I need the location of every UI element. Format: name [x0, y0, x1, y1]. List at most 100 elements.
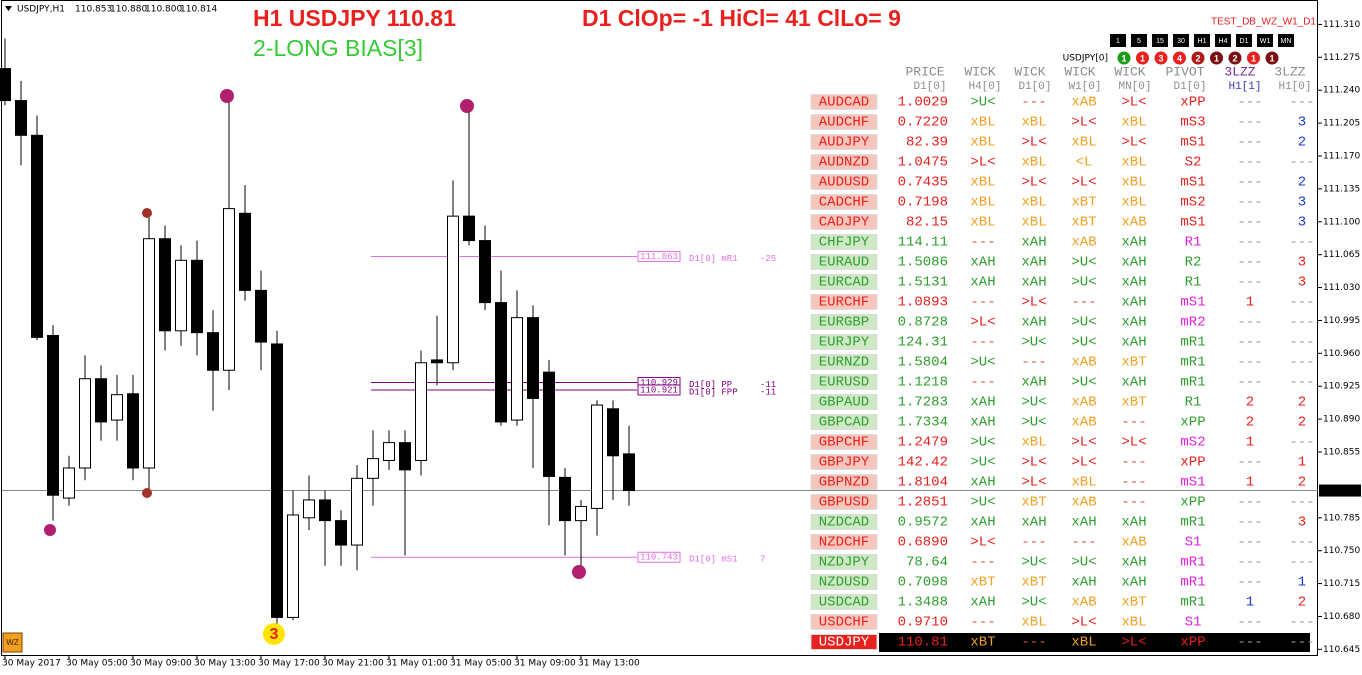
symbol-cell: [810, 374, 878, 390]
signal: ---: [1237, 455, 1262, 471]
ohlc-close: 110.814: [180, 5, 217, 15]
price: 0.6890: [898, 535, 948, 551]
price: 1.0893: [898, 295, 948, 311]
timeframe-button[interactable]: [1257, 34, 1273, 47]
y-tick-label: 111.275: [1323, 53, 1360, 63]
candle-body: [447, 215, 459, 364]
symbol: NZDUSD: [819, 575, 869, 591]
timeframe-label: D1: [1240, 38, 1249, 45]
symbol-cell: [810, 214, 878, 230]
signal: xPP: [1180, 415, 1205, 431]
signal: mR2: [1180, 315, 1205, 331]
signal: xBL: [1121, 115, 1146, 131]
signal: xBT: [1071, 195, 1096, 211]
symbol-cell: [810, 554, 878, 570]
price: 1.2479: [898, 435, 948, 451]
status-dot: [1154, 51, 1168, 65]
timeframe-button[interactable]: [1278, 34, 1294, 47]
y-tick-label: 110.750: [1323, 546, 1360, 556]
status-value: 1: [1214, 53, 1219, 63]
level-note: -11: [760, 380, 776, 390]
signal: xAB: [1071, 495, 1096, 511]
dropdown-icon[interactable]: [5, 6, 12, 11]
signal: mS3: [1180, 115, 1205, 131]
symbol: EURAUD: [819, 255, 869, 271]
zigzag-point: [572, 565, 586, 579]
status-value: 2: [1195, 53, 1200, 63]
status-value: 3: [1158, 53, 1163, 63]
level-label: 110.921: [640, 385, 678, 395]
candle-body: [479, 240, 491, 304]
signal: S1: [1185, 535, 1202, 551]
timeframe-button[interactable]: [1236, 34, 1252, 47]
bias: 2-LONG BIAS[3]: [253, 35, 423, 61]
signal: xBL: [1071, 475, 1096, 491]
y-tick-label: 111.205: [1323, 119, 1360, 129]
y-tick-label: 111.240: [1323, 86, 1360, 96]
symbol: NZDJPY: [819, 555, 870, 571]
symbol: GBPCHF: [819, 435, 869, 451]
candle-body: [239, 212, 251, 291]
symbol-cell: [810, 294, 878, 310]
price: 0.9710: [898, 615, 948, 631]
signal: mR1: [1180, 355, 1205, 371]
x-tick-label: 31 May 01:00: [386, 659, 448, 669]
timeframe-button[interactable]: [1215, 34, 1231, 47]
signal: >L<: [1121, 95, 1146, 111]
price: 1.0029: [898, 95, 948, 111]
signal: ---: [1237, 555, 1262, 571]
x-tick-label: 30 May 2017: [2, 659, 61, 669]
signal: mR1: [1180, 575, 1205, 591]
signal: S2: [1185, 155, 1202, 171]
symbol-cell: [810, 194, 878, 210]
level-note: -25: [760, 254, 776, 264]
status-value: 1: [1121, 53, 1126, 63]
y-tick-label: 110.960: [1323, 349, 1360, 359]
signal: xAH: [970, 395, 995, 411]
signal: xBT: [970, 575, 995, 591]
signal: ---: [1289, 95, 1314, 111]
timeframe-label: 1: [1116, 38, 1120, 45]
status-dot: [1247, 51, 1260, 65]
timeframe-button[interactable]: [1194, 34, 1210, 47]
symbol-cell: [810, 254, 878, 270]
timeframe-button[interactable]: [1152, 34, 1168, 47]
signal: xBL: [1071, 635, 1096, 651]
signal: 1: [1246, 475, 1254, 491]
signal: xBT: [970, 635, 995, 651]
ohlc-low: 110.800: [145, 5, 182, 15]
candle-body: [255, 289, 267, 343]
signal: xBL: [970, 215, 995, 231]
symbol-cell: [810, 574, 878, 590]
last-price-label: 110.814: [1322, 486, 1359, 496]
signal: xBL: [1021, 435, 1046, 451]
zigzag-point: [142, 208, 152, 218]
y-tick-label: 110.890: [1323, 415, 1360, 425]
timeframe-button[interactable]: [1173, 34, 1189, 47]
signal: >U<: [1071, 255, 1096, 271]
signal: xBT: [1121, 395, 1146, 411]
signal: mR1: [1180, 555, 1205, 571]
symbol: EURCHF: [819, 295, 869, 311]
wz-badge[interactable]: [2, 632, 23, 653]
signal: ---: [1121, 415, 1146, 431]
signal: ---: [1289, 295, 1314, 311]
signal: mR1: [1180, 515, 1205, 531]
x-tick-label: 31 May 09:00: [514, 659, 576, 669]
level-note: 7: [760, 555, 765, 565]
signal: >L<: [1071, 455, 1096, 471]
candle-body: [367, 458, 379, 479]
candle-body: [303, 499, 315, 519]
signal: 1: [1246, 295, 1254, 311]
level-label: 110.743: [640, 553, 678, 563]
signal: xBT: [1121, 355, 1146, 371]
price: 0.7435: [898, 175, 948, 191]
timeframe-button[interactable]: [1110, 34, 1126, 47]
timeframe-button[interactable]: [1131, 34, 1147, 47]
symbol-cell: [810, 474, 878, 490]
signal: xAH: [1121, 275, 1146, 291]
table-header: 3LZZ: [1224, 64, 1255, 79]
signal: >L<: [970, 535, 995, 551]
signal: 2: [1246, 415, 1254, 431]
signal: ---: [1289, 535, 1314, 551]
